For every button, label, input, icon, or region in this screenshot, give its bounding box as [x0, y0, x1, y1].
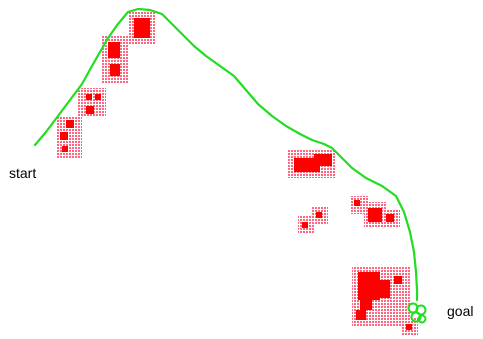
- obstacle-cluster-top: [102, 12, 156, 84]
- start-label: start: [9, 165, 37, 181]
- goal-label: goal: [447, 303, 474, 319]
- obstacle-cluster-right: [350, 196, 400, 228]
- goal-marker: [407, 302, 427, 324]
- obstacle-cluster-bottom: [352, 266, 418, 336]
- planned-path: [33, 7, 419, 302]
- obstacle-group: [56, 12, 418, 336]
- obstacle-cluster-middle: [288, 150, 336, 234]
- obstacle-cluster-left: [56, 88, 106, 158]
